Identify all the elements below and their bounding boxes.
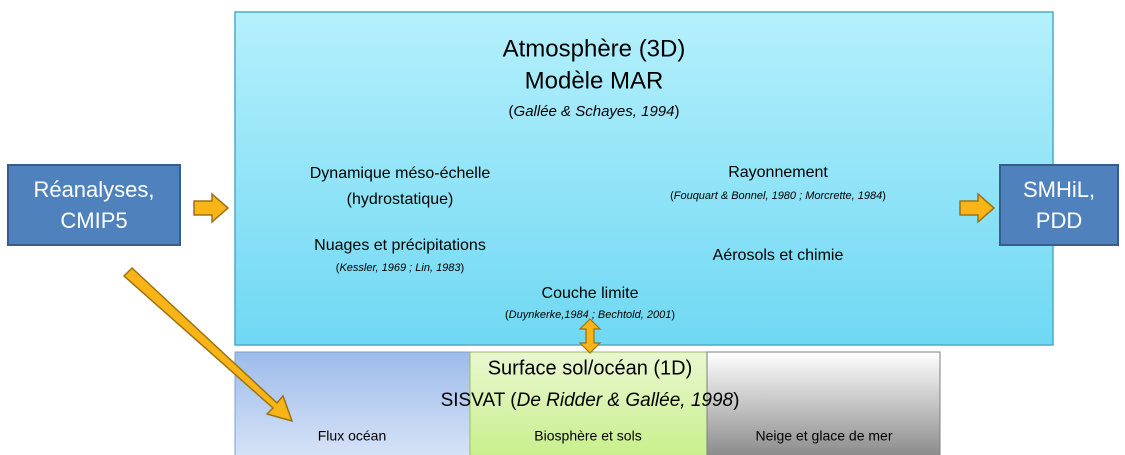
citation: (Duynkerke,1984 ; Bechtold, 2001)	[505, 309, 675, 321]
module-label: Nuages et précipitations	[314, 237, 486, 254]
citation: (Kessler, 1969 ; Lin, 1983)	[336, 262, 464, 274]
input-box	[7, 164, 181, 246]
module-label: Rayonnement	[728, 164, 828, 181]
arrow	[578, 318, 602, 354]
output-label: SMHiL,	[1023, 177, 1095, 202]
atmosphere-title: Atmosphère (3D)	[503, 35, 686, 62]
component-box	[706, 351, 941, 455]
module-label: (hydrostatique)	[347, 191, 454, 208]
surface-subtitle: SISVAT (De Ridder & Gallée, 1998)	[441, 390, 740, 411]
component-label: Flux océan	[318, 428, 386, 444]
atmosphere-title: Modèle MAR	[525, 67, 664, 94]
module-label: Couche limite	[542, 285, 639, 302]
module-label: Aérosols et chimie	[713, 247, 844, 264]
component-label: Neige et glace de mer	[756, 428, 893, 444]
citation: (Fouquart & Bonnel, 1980 ; Morcrette, 19…	[670, 190, 886, 202]
atmosphere-box	[234, 11, 1054, 346]
component-box	[469, 351, 708, 455]
component-label: Biosphère et sols	[534, 428, 641, 444]
input-label: CMIP5	[60, 208, 127, 233]
arrow	[122, 266, 294, 423]
surface-title: Surface sol/océan (1D)	[488, 357, 693, 379]
output-box	[999, 164, 1119, 246]
arrow	[959, 192, 996, 224]
arrow	[193, 192, 230, 224]
module-label: Dynamique méso-échelle	[310, 165, 491, 182]
output-label: PDD	[1036, 208, 1082, 233]
citation: (Gallée & Schayes, 1994)	[509, 103, 680, 120]
input-label: Réanalyses,	[33, 177, 154, 202]
